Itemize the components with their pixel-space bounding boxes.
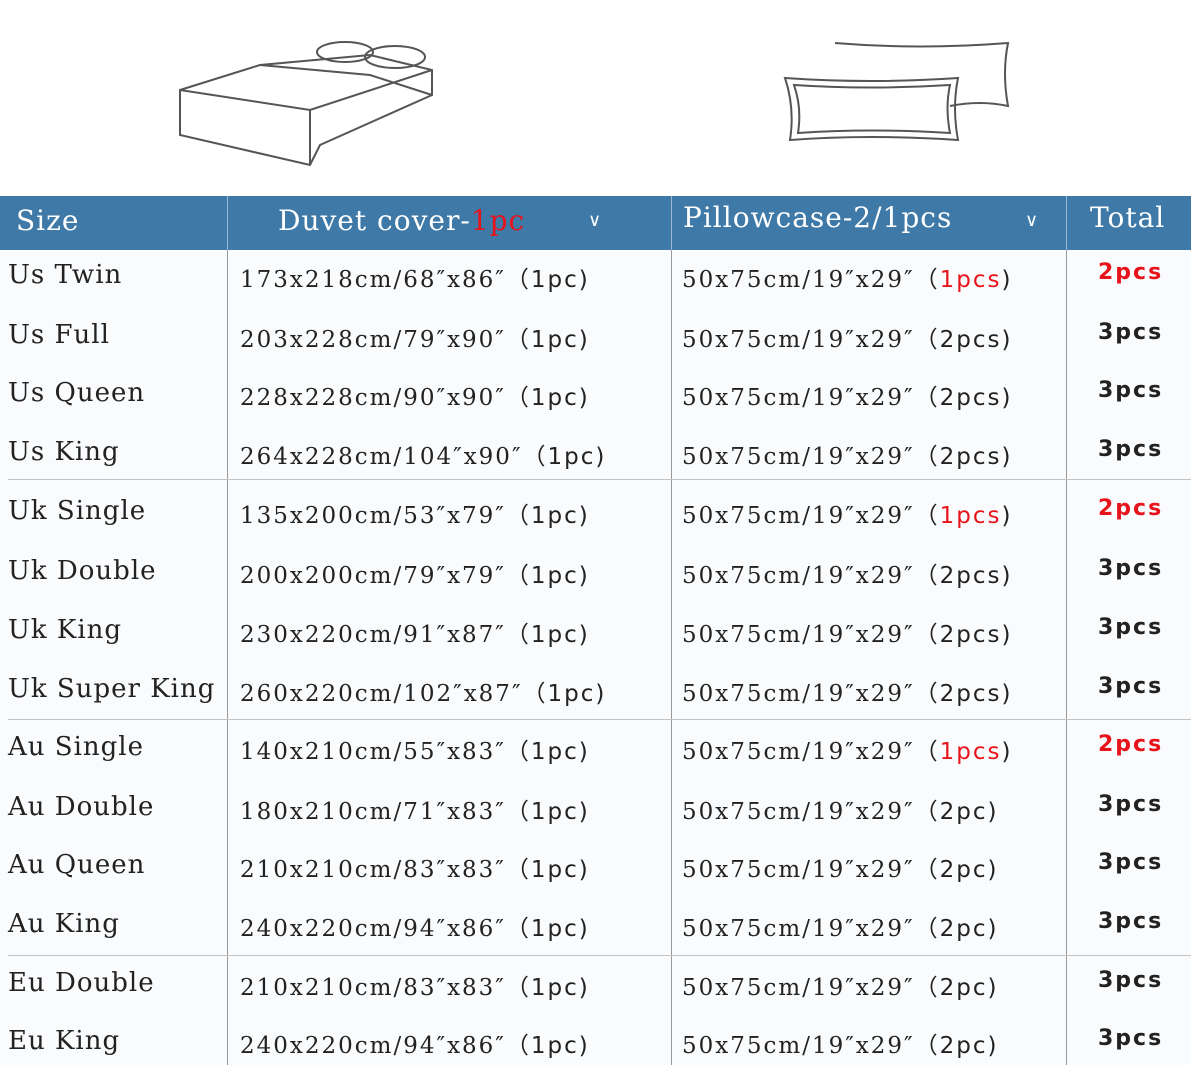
table-row: Au King 240x220cm/94″x86″（1pc) 50x75cm/1…: [0, 899, 1191, 958]
table-row: Uk Single 135x200cm/53″x79″（1pc) 50x75cm…: [0, 486, 1191, 545]
pillowcase-cell: 50x75cm/19″x29″（1pcs): [682, 503, 1013, 529]
total-cell: 3pcs: [1098, 556, 1164, 581]
table-row: Us Full 203x228cm/79″x90″（1pc) 50x75cm/1…: [0, 310, 1191, 369]
duvet-cell: 173x218cm/68″x86″（1pc): [240, 267, 590, 293]
table-row: Us Queen 228x228cm/90″x90″（1pc) 50x75cm/…: [0, 368, 1191, 427]
size-cell: Us Full: [8, 320, 110, 350]
total-cell: 2pcs: [1098, 260, 1164, 285]
size-cell: Us Twin: [8, 260, 123, 290]
total-cell: 3pcs: [1098, 1026, 1164, 1051]
size-cell: Us King: [8, 437, 120, 467]
total-cell: 3pcs: [1098, 615, 1164, 640]
size-cell: Uk Single: [8, 496, 147, 526]
table-row: Au Queen 210x210cm/83″x83″（1pc) 50x75cm/…: [0, 840, 1191, 899]
size-cell: Au Queen: [8, 850, 146, 880]
table-row: Uk King 230x220cm/91″x87″（1pc) 50x75cm/1…: [0, 605, 1191, 664]
total-cell: 3pcs: [1098, 378, 1164, 403]
table-row: Au Double 180x210cm/71″x83″（1pc) 50x75cm…: [0, 782, 1191, 841]
duvet-cell: 135x200cm/53″x79″（1pc): [240, 503, 590, 529]
table-row: Eu King 240x220cm/94″x86″（1pc) 50x75cm/1…: [0, 1016, 1191, 1075]
pillowcase-cell: 50x75cm/19″x29″（2pcs): [682, 327, 1013, 353]
pillowcase-cell: 50x75cm/19″x29″（2pcs): [682, 622, 1013, 648]
size-cell: Uk Super King: [8, 674, 216, 704]
bed-illustration: [179, 41, 433, 167]
table-row: Au Single 140x210cm/55″x83″（1pc) 50x75cm…: [0, 722, 1191, 781]
header-total: Total: [1090, 201, 1166, 234]
table-row: Uk Double 200x200cm/79″x79″（1pc) 50x75cm…: [0, 546, 1191, 605]
table-row: Eu Double 210x210cm/83″x83″（1pc) 50x75cm…: [0, 958, 1191, 1017]
duvet-cell: 230x220cm/91″x87″（1pc): [240, 622, 590, 648]
duvet-cell: 140x210cm/55″x83″（1pc): [240, 739, 590, 765]
pillowcase-cell: 50x75cm/19″x29″（2pc): [682, 1033, 999, 1059]
table-row: Us King 264x228cm/104″x90″（1pc) 50x75cm/…: [0, 427, 1191, 486]
total-cell: 2pcs: [1098, 496, 1164, 521]
header-size: Size: [16, 204, 80, 237]
size-cell: Uk King: [8, 615, 123, 645]
duvet-cell: 228x228cm/90″x90″（1pc): [240, 385, 590, 411]
duvet-cell: 240x220cm/94″x86″（1pc): [240, 916, 590, 942]
size-cell: Au King: [8, 909, 120, 939]
pillowcase-cell: 50x75cm/19″x29″（1pcs): [682, 739, 1013, 765]
duvet-cell: 180x210cm/71″x83″（1pc): [240, 799, 590, 825]
total-cell: 3pcs: [1098, 968, 1164, 993]
table-header: Size Duvet cover-1pc ∨ Pillowcase-2/1pcs…: [0, 196, 1191, 250]
total-cell: 3pcs: [1098, 437, 1164, 462]
total-cell: 3pcs: [1098, 909, 1164, 934]
pillowcase-cell: 50x75cm/19″x29″（2pcs): [682, 385, 1013, 411]
chevron-down-icon[interactable]: ∨: [1025, 210, 1039, 231]
total-cell: 3pcs: [1098, 320, 1164, 345]
pillowcase-cell: 50x75cm/19″x29″（2pcs): [682, 681, 1013, 707]
size-cell: Uk Double: [8, 556, 157, 586]
pillowcase-cell: 50x75cm/19″x29″（2pc): [682, 916, 999, 942]
pillows-illustration: [783, 41, 1010, 142]
duvet-cell: 200x200cm/79″x79″（1pc): [240, 563, 590, 589]
size-cell: Au Double: [8, 792, 155, 822]
size-cell: Eu King: [8, 1026, 121, 1056]
duvet-cell: 264x228cm/104″x90″（1pc): [240, 444, 607, 470]
pillowcase-cell: 50x75cm/19″x29″（2pcs): [682, 563, 1013, 589]
duvet-cell: 260x220cm/102″x87″（1pc): [240, 681, 607, 707]
pillowcase-cell: 50x75cm/19″x29″（1pcs): [682, 267, 1013, 293]
total-cell: 2pcs: [1098, 732, 1164, 757]
size-cell: Au Single: [8, 732, 145, 762]
size-cell: Us Queen: [8, 378, 146, 408]
header-pillowcase: Pillowcase-2/1pcs: [683, 201, 953, 234]
duvet-cell: 203x228cm/79″x90″（1pc): [240, 327, 590, 353]
pillowcase-cell: 50x75cm/19″x29″（2pc): [682, 857, 999, 883]
size-cell: Eu Double: [8, 968, 155, 998]
total-cell: 3pcs: [1098, 792, 1164, 817]
table-row: Uk Super King 260x220cm/102″x87″（1pc) 50…: [0, 664, 1191, 723]
table-body: [0, 250, 1191, 1065]
header-duvet: Duvet cover-1pc: [278, 204, 526, 237]
total-cell: 3pcs: [1098, 850, 1164, 875]
duvet-cell: 210x210cm/83″x83″（1pc): [240, 857, 590, 883]
table-row: Us Twin 173x218cm/68″x86″（1pc) 50x75cm/1…: [0, 250, 1191, 309]
duvet-cell: 240x220cm/94″x86″（1pc): [240, 1033, 590, 1059]
pillowcase-cell: 50x75cm/19″x29″（2pc): [682, 975, 999, 1001]
total-cell: 3pcs: [1098, 674, 1164, 699]
pillowcase-cell: 50x75cm/19″x29″（2pc): [682, 799, 999, 825]
duvet-cell: 210x210cm/83″x83″（1pc): [240, 975, 590, 1001]
pillowcase-cell: 50x75cm/19″x29″（2pcs): [682, 444, 1013, 470]
chevron-down-icon[interactable]: ∨: [588, 210, 602, 231]
